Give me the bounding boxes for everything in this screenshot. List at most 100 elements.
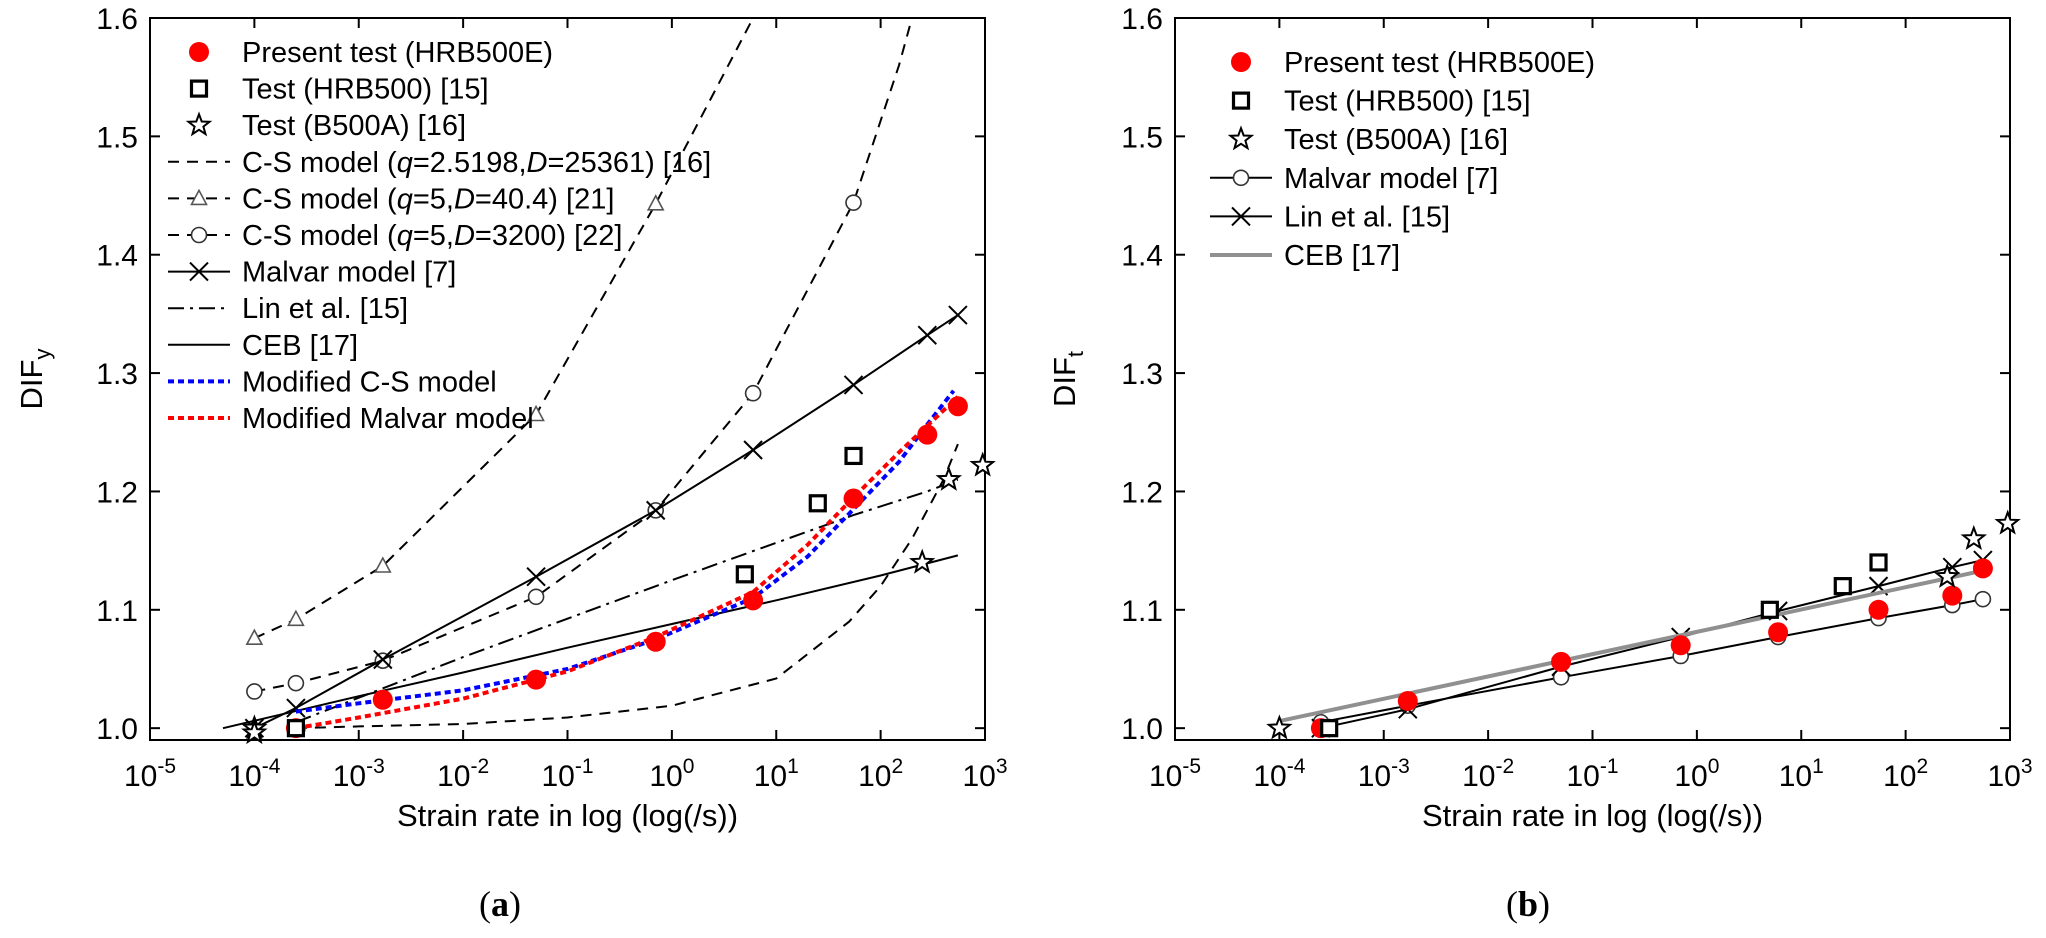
legend-marker xyxy=(1227,125,1255,151)
series-malvar-model-7-point-stroke-2 xyxy=(948,305,968,325)
series-modified-malvar-model-line xyxy=(295,395,960,731)
legend-label: C-S model (q=5,D=40.4) [21] xyxy=(242,183,614,215)
series-c-s-model-q-5-d-40-4-21-point xyxy=(527,404,545,422)
x-tick-label: 10-1 xyxy=(1566,755,1618,793)
legend-marker xyxy=(1231,206,1251,227)
series-test-hrb500-15-point xyxy=(1320,719,1339,738)
x-tick-label: 101 xyxy=(754,755,799,793)
series-malvar-model-7-point-stroke-2 xyxy=(917,325,938,345)
series-ceb-17-line xyxy=(222,554,959,730)
series-present-test-hrb500e-point xyxy=(947,396,968,417)
y-tick-label: 1.3 xyxy=(1121,358,1163,391)
y-tick-label: 1.1 xyxy=(96,595,138,628)
series-present-test-hrb500e-point xyxy=(1670,635,1691,656)
legend-marker xyxy=(189,42,209,62)
series-malvar-model-7-line xyxy=(1320,598,1984,724)
legend-entry-2: Test (B500A) [16] xyxy=(1227,124,1508,156)
series-malvar-model-7-point xyxy=(286,698,306,718)
series-malvar-model-7-point-stroke-2 xyxy=(526,566,546,587)
plot-area xyxy=(1278,550,1993,738)
legend: Present test (HRB500E) Test (HRB500) [15]… xyxy=(168,37,711,435)
y-tick-label: 1.3 xyxy=(96,358,138,391)
y-tick-label: 1.0 xyxy=(1121,713,1163,746)
legend-label: CEB [17] xyxy=(1284,240,1400,272)
series-test-b500a-16-point xyxy=(935,465,963,491)
legend-entry-2: Test (B500A) [16] xyxy=(185,110,466,142)
x-tick-label: 10-4 xyxy=(228,755,280,793)
series-malvar-model-7-point xyxy=(948,305,968,325)
x-tick-label: 103 xyxy=(962,755,1007,793)
series-malvar-model-7-point-stroke-2 xyxy=(843,375,864,395)
legend-label: Modified C-S model xyxy=(242,366,497,398)
legend-label: Malvar model [7] xyxy=(242,257,456,289)
series-lin-et-al-15-line xyxy=(295,478,959,724)
series-present-test-hrb500e-point xyxy=(1768,622,1789,643)
y-tick-label: 1.2 xyxy=(1121,476,1163,509)
x-axis-label: Strain rate in log (log(/s)) xyxy=(397,798,738,833)
series-test-b500a-16-point xyxy=(1266,714,1293,740)
x-tick-label: 10-1 xyxy=(541,755,593,793)
legend-label: Test (B500A) [16] xyxy=(242,110,466,142)
legend-marker xyxy=(189,79,209,98)
y-tick-label: 1.5 xyxy=(96,121,138,154)
y-tick-label: 1.0 xyxy=(96,713,138,746)
legend-label: Present test (HRB500E) xyxy=(1284,47,1595,79)
legend-label: Test (B500A) [16] xyxy=(1284,124,1508,156)
legend-label: Lin et al. [15] xyxy=(1284,201,1450,233)
series-test-b500a-16-point xyxy=(241,719,268,745)
chart-panel-a: 10-5 10-4 10-3 10-2 10-1 100 101 102 103 1.0 1.1 1.… xyxy=(14,3,1008,924)
x-tick-label: 103 xyxy=(1987,755,2032,793)
x-tick-label: 10-2 xyxy=(1462,755,1514,793)
x-tick-label: 100 xyxy=(649,755,694,793)
series-malvar-model-7-point xyxy=(645,500,666,521)
legend-label: Lin et al. [15] xyxy=(242,293,408,325)
series-malvar-model-7-point xyxy=(843,375,864,395)
legend-entry-3: Malvar model [7] xyxy=(1210,163,1498,195)
x-tick-label: 102 xyxy=(1883,755,1928,793)
legend-marker xyxy=(190,226,208,244)
series-c-s-model-q-5-d-40-4-21-point xyxy=(245,628,264,646)
legend-marker xyxy=(1231,91,1251,110)
series-c-s-model-q-5-d-3200-22-point xyxy=(845,194,862,211)
legend-marker xyxy=(189,261,209,282)
series-malvar-model-7-point xyxy=(917,325,938,345)
series-present-test-hrb500e-point xyxy=(917,424,938,445)
series-test-b500a-16-point xyxy=(1994,509,2021,535)
legend-label: Test (HRB500) [15] xyxy=(1284,86,1531,118)
series-test-hrb500-15-point xyxy=(1833,577,1852,596)
legend-entry-3: C-S model (q=2.5198,D=25361) [16] xyxy=(168,147,711,179)
series-malvar-model-7-point-stroke-2 xyxy=(286,698,306,718)
series-test-hrb500-15-point xyxy=(1869,553,1888,572)
legend-label: C-S model (q=2.5198,D=25361) [16] xyxy=(242,147,711,179)
y-tick-label: 1.2 xyxy=(96,476,138,509)
legend-entry-9: Modified C-S model xyxy=(168,366,497,398)
legend-marker-stroke-2 xyxy=(189,261,209,282)
series-ceb-17-line xyxy=(1278,568,1984,724)
legend-entry-5: CEB [17] xyxy=(1210,240,1400,272)
series-test-hrb500-15-point xyxy=(808,494,827,513)
legend-label: C-S model (q=5,D=3200) [22] xyxy=(242,220,622,252)
legend-entry-8: CEB [17] xyxy=(168,330,358,362)
series-test-hrb500-15-point xyxy=(1760,600,1779,619)
legend-entry-6: Malvar model [7] xyxy=(168,257,456,289)
legend-marker xyxy=(190,188,208,206)
legend-label: Malvar model [7] xyxy=(1284,163,1498,195)
legend-label: Present test (HRB500E) xyxy=(242,37,553,69)
y-tick-label: 1.5 xyxy=(1121,121,1163,154)
series-c-s-model-q-5-d-3200-22-point xyxy=(287,674,305,692)
series-malvar-model-7-point xyxy=(526,566,546,587)
y-axis-label: DIFt xyxy=(1047,351,1088,407)
x-axis-label: Strain rate in log (log(/s)) xyxy=(1422,798,1763,833)
series-test-b500a-16-point xyxy=(908,548,936,574)
legend-marker-stroke-2 xyxy=(1231,206,1251,227)
y-tick-label: 1.4 xyxy=(96,240,138,273)
x-tick-label: 10-2 xyxy=(437,755,489,793)
series-present-test-hrb500e-point xyxy=(743,590,764,611)
series-present-test-hrb500e-point xyxy=(1551,651,1572,672)
series-malvar-model-7-point-stroke-2 xyxy=(373,649,393,670)
x-tick-label: 100 xyxy=(1674,755,1719,793)
series-test-b500a-16-point xyxy=(1933,562,1961,588)
series-malvar-model-7-point-stroke-2 xyxy=(645,500,666,521)
legend-entry-0: Present test (HRB500E) xyxy=(1231,47,1595,79)
